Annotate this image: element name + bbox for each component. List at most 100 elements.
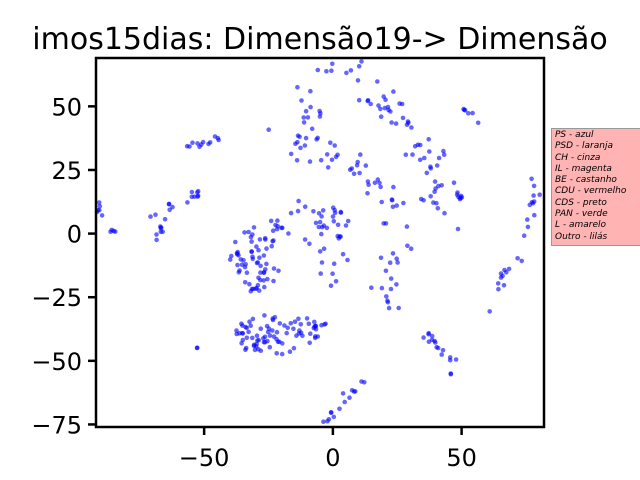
data-point (271, 266, 277, 271)
data-point (246, 329, 251, 335)
data-point (331, 218, 337, 224)
data-point (227, 257, 233, 262)
data-point (388, 286, 394, 292)
data-point (277, 321, 283, 326)
legend-entry: PSD - laranja (555, 141, 613, 152)
data-point (347, 395, 352, 401)
data-point (333, 154, 339, 160)
data-point (381, 221, 387, 226)
data-point (263, 237, 268, 242)
plot-area-frame (94, 56, 546, 429)
data-point (296, 198, 301, 204)
data-point (372, 180, 378, 186)
data-point (448, 371, 454, 376)
data-point (498, 275, 504, 280)
data-point (325, 418, 330, 424)
data-point (249, 239, 254, 244)
data-point (284, 330, 290, 336)
data-point (434, 200, 439, 206)
data-point (330, 271, 335, 277)
data-point (242, 280, 248, 285)
data-point (359, 379, 364, 384)
data-point (96, 200, 102, 205)
data-point (328, 140, 333, 145)
data-point (288, 151, 294, 157)
data-point (501, 283, 507, 288)
data-point (529, 176, 534, 182)
data-point (495, 281, 501, 286)
data-point (397, 101, 402, 106)
data-point (189, 189, 195, 195)
data-point (285, 325, 291, 331)
data-point (338, 210, 344, 215)
data-point (378, 106, 383, 112)
data-point (432, 179, 438, 184)
data-point (319, 224, 325, 230)
data-point (427, 149, 432, 154)
data-point (317, 219, 323, 225)
data-point (158, 229, 164, 235)
data-point (257, 255, 262, 260)
data-point (266, 127, 272, 132)
data-point (324, 152, 330, 157)
data-point (299, 98, 304, 103)
data-point (531, 199, 537, 204)
data-point (113, 229, 118, 234)
data-point (386, 305, 392, 311)
data-point (274, 329, 280, 335)
data-point (385, 298, 390, 304)
data-point (390, 204, 396, 210)
data-point (294, 333, 299, 339)
data-point (405, 243, 410, 249)
data-point (422, 155, 427, 161)
y-tick-label: 25 (51, 157, 82, 185)
data-point (258, 326, 264, 332)
data-point (433, 186, 438, 191)
data-point (256, 337, 262, 343)
data-point (329, 157, 335, 163)
data-point (394, 256, 400, 262)
data-point (270, 328, 275, 333)
data-point (345, 257, 350, 263)
data-point (330, 205, 336, 210)
data-point (409, 125, 414, 130)
data-point (254, 333, 260, 339)
data-point (234, 331, 239, 337)
data-point (254, 285, 259, 291)
data-point (366, 182, 371, 187)
data-point (256, 247, 261, 253)
data-point (389, 197, 395, 203)
data-point (185, 200, 190, 205)
data-point (312, 319, 317, 325)
data-point (246, 229, 251, 235)
data-point (302, 237, 308, 242)
data-point (378, 255, 384, 261)
data-point (248, 323, 253, 329)
data-point (262, 334, 268, 340)
data-point (335, 222, 341, 228)
data-point (268, 218, 274, 224)
data-point (332, 143, 338, 148)
data-point (379, 285, 385, 291)
data-point (424, 170, 430, 176)
data-point (451, 180, 457, 185)
data-point (236, 253, 241, 258)
data-point (345, 218, 351, 224)
data-point (308, 88, 313, 94)
data-point (421, 335, 426, 340)
data-point (381, 94, 387, 99)
data-point (271, 278, 276, 284)
data-point (357, 170, 362, 176)
data-point (195, 188, 201, 194)
legend-entry: Outro - lilás (555, 231, 608, 242)
x-tick-label: −50 (179, 444, 230, 472)
data-point (404, 224, 410, 229)
data-point (250, 232, 255, 237)
data-point (303, 135, 309, 141)
data-point (153, 212, 158, 217)
data-point (403, 152, 409, 157)
data-point (229, 253, 234, 259)
data-point (396, 305, 402, 311)
data-point (391, 89, 396, 94)
